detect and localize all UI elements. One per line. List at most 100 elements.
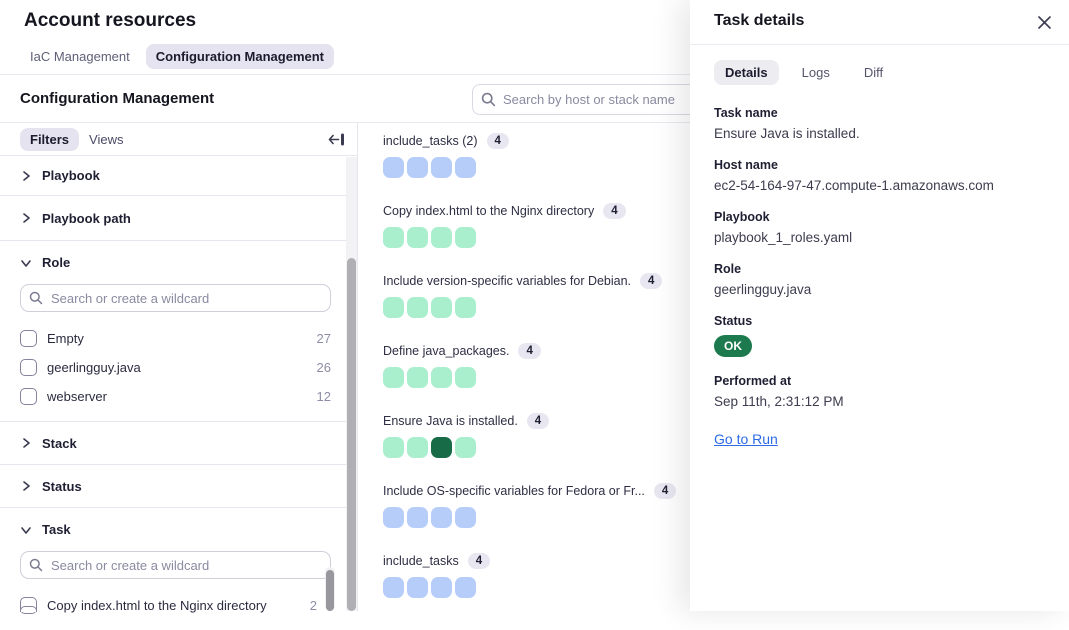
task-group-title: include_tasks (2) xyxy=(383,134,478,148)
host-count-badge: 4 xyxy=(603,203,625,219)
role-search-input[interactable] xyxy=(20,284,331,312)
role-option-empty[interactable]: Empty 27 xyxy=(0,324,357,353)
host-status-square[interactable] xyxy=(431,367,452,388)
host-status-square[interactable] xyxy=(383,367,404,388)
tab-iac-management[interactable]: IaC Management xyxy=(20,44,140,69)
host-status-square[interactable] xyxy=(431,297,452,318)
field-role: Role geerlingguy.java xyxy=(714,262,1045,297)
checkbox-icon[interactable] xyxy=(20,359,37,376)
filter-section-label: Playbook xyxy=(42,168,100,183)
sidebar-scrollbar[interactable] xyxy=(346,157,357,611)
filter-section-label: Role xyxy=(42,255,70,270)
host-status-square[interactable] xyxy=(431,227,452,248)
checkbox-icon[interactable] xyxy=(20,388,37,405)
host-status-square[interactable] xyxy=(455,157,476,178)
sidebar-scrollbar-thumb[interactable] xyxy=(347,258,356,611)
host-status-square[interactable] xyxy=(455,507,476,528)
host-status-square[interactable] xyxy=(407,577,428,598)
filter-section-status[interactable]: Status xyxy=(0,465,357,508)
host-status-square[interactable] xyxy=(455,437,476,458)
host-count-badge: 4 xyxy=(640,273,662,289)
host-status-square[interactable] xyxy=(407,227,428,248)
task-search-input[interactable] xyxy=(20,551,331,579)
chevron-down-icon xyxy=(20,524,32,536)
filter-section-playbook-path[interactable]: Playbook path xyxy=(0,196,357,241)
status-badge: OK xyxy=(714,335,752,357)
chevron-right-icon xyxy=(20,480,32,492)
tab-diff[interactable]: Diff xyxy=(853,60,894,85)
close-button[interactable] xyxy=(1035,13,1053,31)
host-status-square[interactable] xyxy=(455,227,476,248)
filter-section-label: Stack xyxy=(42,436,77,451)
tab-configuration-management[interactable]: Configuration Management xyxy=(146,44,334,69)
host-count-badge: 4 xyxy=(654,483,676,499)
field-label: Host name xyxy=(714,158,1045,172)
host-status-square[interactable] xyxy=(407,507,428,528)
tab-logs[interactable]: Logs xyxy=(791,60,841,85)
checkbox-icon[interactable] xyxy=(20,330,37,347)
field-status: Status OK xyxy=(714,314,1045,357)
option-label: geerlingguy.java xyxy=(47,360,141,375)
host-status-square[interactable] xyxy=(383,297,404,318)
host-status-square[interactable] xyxy=(407,297,428,318)
chevron-right-icon xyxy=(20,170,32,182)
filter-section-task-header[interactable]: Task xyxy=(0,508,357,551)
close-icon xyxy=(1038,16,1051,29)
task-wildcard-search xyxy=(20,551,331,579)
option-label: webserver xyxy=(47,389,107,404)
tab-details[interactable]: Details xyxy=(714,60,779,85)
host-status-square[interactable] xyxy=(431,157,452,178)
chevron-right-icon xyxy=(20,437,32,449)
filter-section-playbook[interactable]: Playbook xyxy=(0,156,357,196)
host-status-square[interactable] xyxy=(431,507,452,528)
task-option-partial xyxy=(20,606,37,612)
role-option-geerlingguy-java[interactable]: geerlingguy.java 26 xyxy=(0,353,357,382)
host-status-square[interactable] xyxy=(431,437,452,458)
host-status-square[interactable] xyxy=(455,297,476,318)
task-details-header: Task details xyxy=(690,0,1069,45)
task-group-title: include_tasks xyxy=(383,554,459,568)
page-title: Account resources xyxy=(24,10,196,32)
filter-section-stack[interactable]: Stack xyxy=(0,422,357,465)
option-count: 26 xyxy=(317,360,331,375)
task-list-scrollbar-thumb[interactable] xyxy=(326,570,334,611)
field-value: geerlingguy.java xyxy=(714,282,1045,297)
sidebar-tabs-row: Filters Views xyxy=(0,123,357,156)
task-details-body: Task name Ensure Java is installed. Host… xyxy=(690,85,1069,449)
host-status-square[interactable] xyxy=(407,157,428,178)
host-status-square[interactable] xyxy=(383,157,404,178)
go-to-run-link[interactable]: Go to Run xyxy=(714,431,778,447)
host-status-square[interactable] xyxy=(455,577,476,598)
task-group-title: Ensure Java is installed. xyxy=(383,414,518,428)
field-value: playbook_1_roles.yaml xyxy=(714,230,1045,245)
field-value: Sep 11th, 2:31:12 PM xyxy=(714,394,1045,409)
tab-views[interactable]: Views xyxy=(79,128,133,151)
collapse-sidebar-button[interactable] xyxy=(327,130,345,148)
field-label: Performed at xyxy=(714,374,1045,388)
host-status-square[interactable] xyxy=(455,367,476,388)
search-icon xyxy=(481,92,496,107)
host-search-input[interactable] xyxy=(472,84,722,115)
tab-filters[interactable]: Filters xyxy=(20,128,79,151)
role-option-webserver[interactable]: webserver 12 xyxy=(0,382,357,411)
option-count: 27 xyxy=(317,331,331,346)
field-playbook: Playbook playbook_1_roles.yaml xyxy=(714,210,1045,245)
host-status-square[interactable] xyxy=(383,437,404,458)
search-icon xyxy=(29,291,43,305)
filter-section-role: Role Empty 27 geerlingguy.java 26 webser… xyxy=(0,241,357,422)
host-status-square[interactable] xyxy=(383,577,404,598)
filter-section-role-header[interactable]: Role xyxy=(0,241,357,284)
task-group-title: Copy index.html to the Nginx directory xyxy=(383,204,594,218)
host-status-square[interactable] xyxy=(383,227,404,248)
task-option-copy-index[interactable]: Copy index.html to the Nginx directory 2 xyxy=(0,591,357,620)
option-label: Empty xyxy=(47,331,84,346)
host-search xyxy=(472,84,722,115)
task-details-title: Task details xyxy=(714,12,804,30)
host-status-square[interactable] xyxy=(407,437,428,458)
host-status-square[interactable] xyxy=(383,507,404,528)
field-label: Role xyxy=(714,262,1045,276)
host-status-square[interactable] xyxy=(431,577,452,598)
task-list-scrollbar[interactable] xyxy=(325,567,335,611)
task-options: Copy index.html to the Nginx directory 2 xyxy=(0,591,357,620)
host-status-square[interactable] xyxy=(407,367,428,388)
